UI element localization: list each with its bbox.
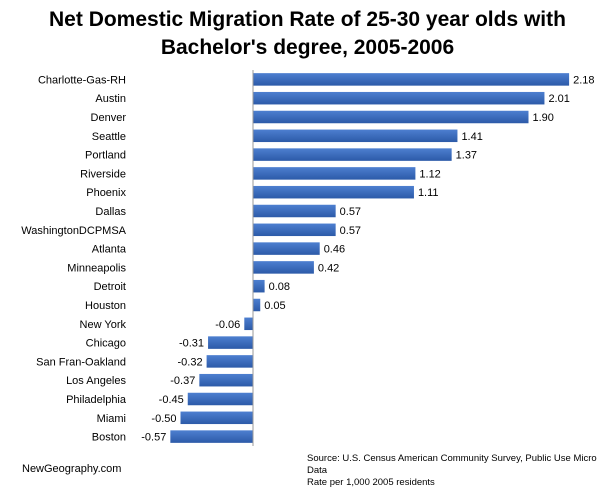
category-label: Phoenix (86, 187, 126, 199)
value-label: 0.08 (269, 281, 290, 293)
bar-charlotte-gas-rh (253, 73, 570, 86)
value-label: 2.01 (548, 93, 569, 105)
category-label: San Fran-Oakland (36, 356, 126, 368)
value-label: 0.42 (318, 262, 339, 274)
bar-atlanta (253, 242, 320, 255)
bars-group (170, 73, 570, 443)
value-label: -0.45 (159, 394, 184, 406)
value-label: 0.57 (340, 225, 361, 237)
value-labels-group: 2.18 2.01 1.90 1.41 1.37 1.12 1.11 0.57 0.57 0.46… (141, 74, 594, 443)
bar-new-york (244, 317, 253, 331)
rate-note-line: Rate per 1,000 2005 residents (307, 477, 435, 488)
chart-title-line-2: Bachelor's degree, 2005-2006 (160, 36, 455, 59)
category-label: Houston (85, 300, 126, 312)
bar-houston (253, 298, 261, 312)
bar-chicago (208, 336, 253, 349)
bar-austin (253, 91, 545, 105)
bar-san-fran-oakland (206, 355, 253, 368)
category-label: Philadelphia (66, 394, 127, 406)
bar-seattle (253, 129, 458, 143)
value-label: 1.12 (419, 168, 440, 180)
category-label: Dallas (95, 206, 126, 218)
category-label: Boston (92, 432, 126, 444)
bar-denver (253, 110, 529, 124)
bar-boston (170, 430, 253, 443)
category-label: New York (80, 319, 127, 331)
value-label: -0.57 (141, 432, 166, 444)
value-label: 0.46 (324, 244, 345, 256)
category-label: Austin (95, 93, 126, 105)
value-label: -0.50 (151, 413, 176, 425)
bar-miami (180, 411, 253, 425)
category-label: Riverside (80, 168, 126, 180)
value-label: 1.37 (456, 150, 477, 162)
category-label: Chicago (86, 338, 126, 350)
value-label: -0.32 (178, 356, 203, 368)
value-label: 1.11 (418, 187, 439, 199)
value-label: -0.37 (170, 375, 195, 387)
chart-title-line-1: Net Domestic Migration Rate of 25-30 yea… (49, 8, 566, 31)
value-label: 0.05 (264, 300, 285, 312)
bar-dallas (253, 204, 336, 218)
category-label: Detroit (94, 281, 126, 293)
bar-phoenix (253, 185, 414, 199)
category-label: Atlanta (92, 244, 127, 256)
bar-washingtondcpmsa (253, 223, 336, 237)
category-label: Seattle (92, 131, 126, 143)
value-label: -0.31 (179, 338, 204, 350)
bar-minneapolis (253, 261, 314, 274)
bar-portland (253, 148, 452, 161)
bar-detroit (253, 279, 265, 293)
source-line: Source: U.S. Census American Community S… (307, 453, 597, 476)
value-label: 2.18 (573, 74, 594, 86)
category-label: Charlotte-Gas-RH (38, 74, 126, 86)
bar-riverside (253, 167, 416, 180)
value-label: -0.06 (215, 319, 240, 331)
category-labels-group: Charlotte-Gas-RH Austin Denver Seattle Portl… (21, 74, 127, 443)
category-label: Los Angeles (66, 375, 126, 387)
brand-label: NewGeography.com (22, 463, 122, 475)
value-label: 0.57 (340, 206, 361, 218)
category-label: Minneapolis (67, 262, 126, 274)
category-label: Miami (97, 413, 126, 425)
bar-los-angeles (199, 373, 253, 387)
category-label: Denver (91, 112, 127, 124)
category-label: WashingtonDCPMSA (21, 225, 126, 237)
chart-title: Net Domestic Migration Rate of 25-30 yea… (0, 6, 615, 62)
value-label: 1.90 (533, 112, 554, 124)
category-label: Portland (85, 150, 126, 162)
value-label: 1.41 (461, 131, 482, 143)
source-note: Source: U.S. Census American Community S… (307, 453, 615, 489)
bar-philadelphia (187, 392, 253, 406)
